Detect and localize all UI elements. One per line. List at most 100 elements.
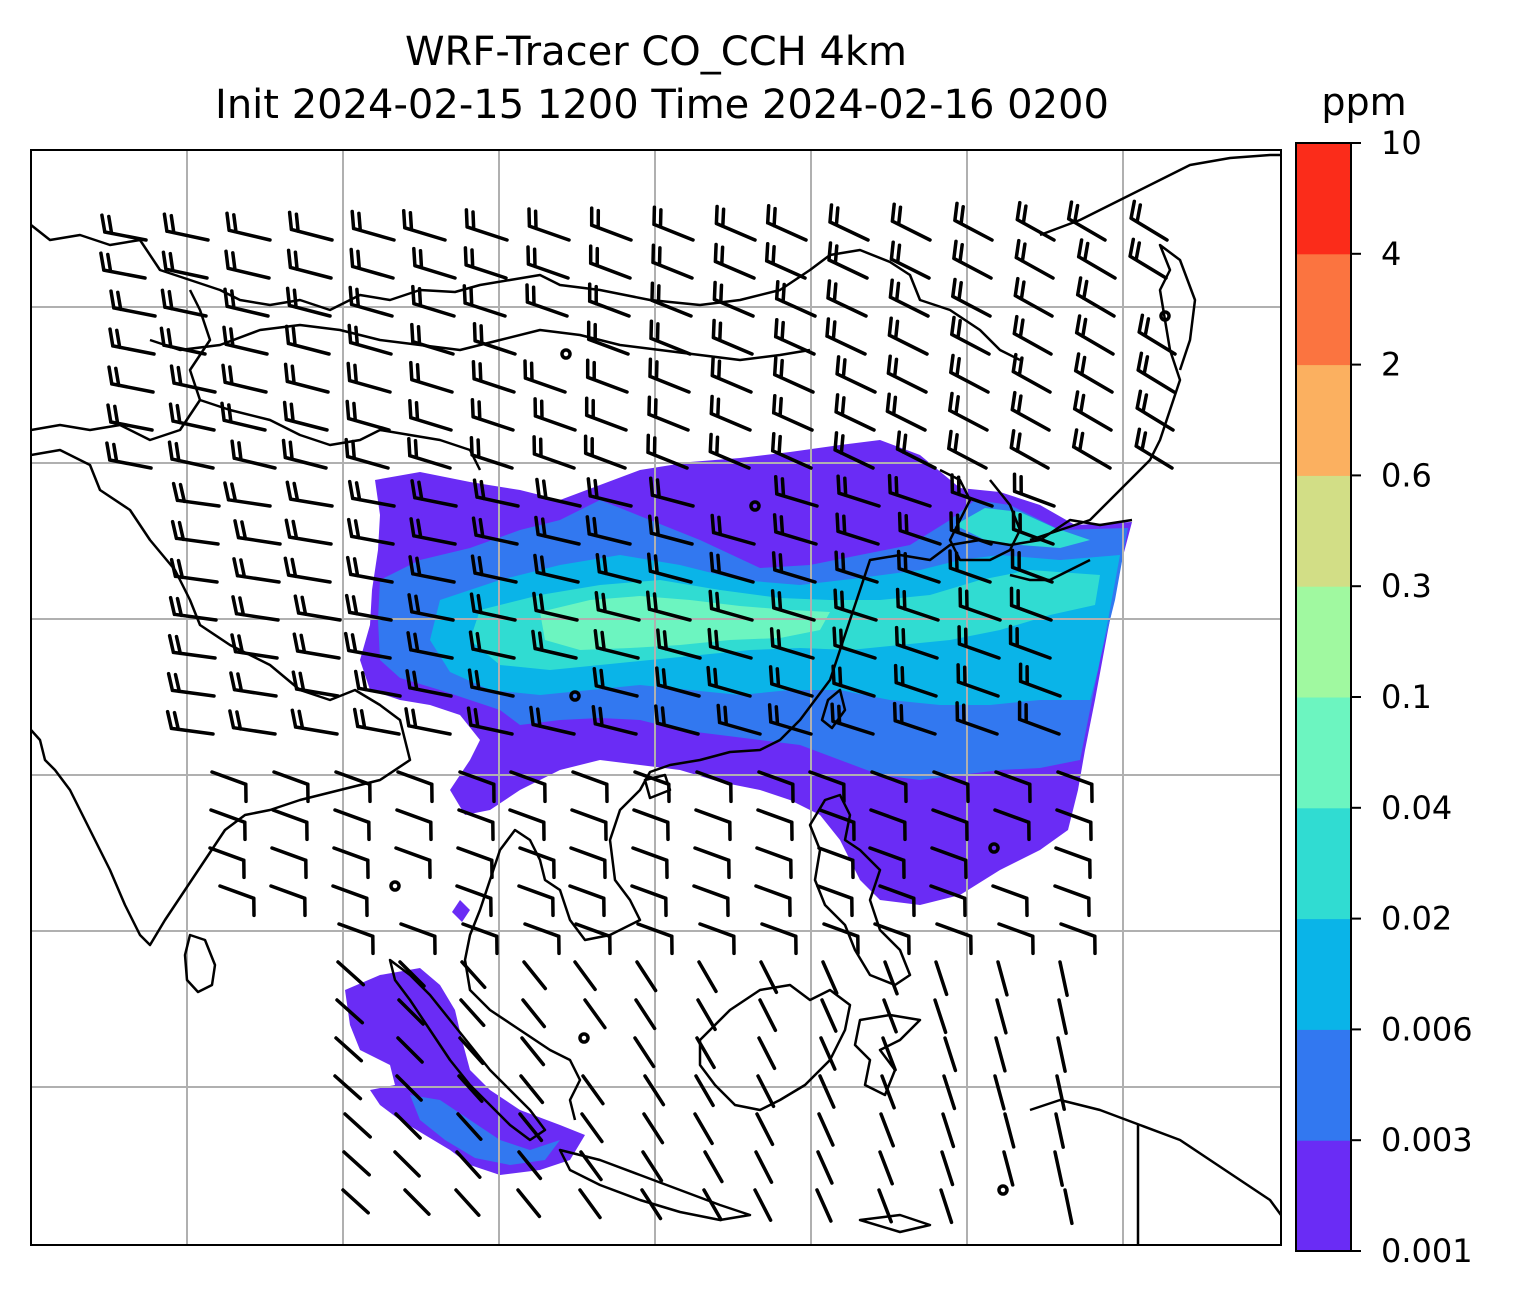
- wind-barb: [930, 846, 968, 880]
- wind-barb: [169, 364, 217, 394]
- wind-barb: [220, 401, 267, 432]
- wind-barb: [652, 205, 695, 242]
- wind-barb: [394, 846, 432, 880]
- wind-barb: [395, 808, 433, 842]
- wind-barb: [398, 960, 426, 988]
- wind-barb: [228, 709, 277, 736]
- plume-layer-0001-blob: [452, 900, 470, 922]
- colorbar-ticks: 0.001 0.003 0.006 0.02 0.04 0.1 0.3 0.6 2 4 10: [1351, 124, 1473, 1270]
- wind-barb: [221, 363, 268, 394]
- wind-barb: [770, 431, 813, 470]
- coastline-philippines: [808, 793, 912, 987]
- wind-barb: [1135, 389, 1175, 432]
- wind-barb: [1009, 429, 1050, 470]
- wind-barb: [1054, 1112, 1065, 1149]
- wind-barb: [711, 318, 754, 356]
- wind-barb: [696, 998, 717, 1032]
- wind-barb: [270, 846, 308, 880]
- wind-barb: [456, 1112, 483, 1141]
- wind-barb: [1011, 510, 1055, 546]
- wind-barb: [532, 435, 576, 470]
- wind-barb: [1056, 1036, 1067, 1073]
- wind-barb: [817, 1112, 835, 1147]
- wind-barb: [161, 250, 209, 280]
- wind-barb: [522, 960, 548, 991]
- wind-barb: [1053, 1150, 1064, 1187]
- wind-barb: [819, 1036, 837, 1071]
- wind-barb: [1008, 624, 1052, 660]
- wind-barb: [942, 1074, 957, 1111]
- wind-barb: [569, 846, 607, 880]
- wind-barb-calm: [578, 1032, 590, 1044]
- wind-barb: [692, 884, 730, 918]
- wind-barb: [162, 212, 210, 242]
- wind-barb: [232, 557, 281, 584]
- wind-barb: [518, 1112, 544, 1143]
- colorbar-tick-label: 0.003: [1381, 1121, 1473, 1159]
- wind-barb: [934, 960, 949, 997]
- wind-barb: [399, 922, 437, 956]
- wind-barb: [757, 770, 795, 804]
- wind-barb: [1055, 808, 1093, 842]
- wind-barb: [892, 701, 937, 736]
- colorbar-swatch: [1296, 807, 1351, 920]
- wind-barb: [586, 477, 633, 508]
- colorbar-swatch: [1296, 697, 1351, 809]
- wind-barb: [461, 922, 499, 956]
- wind-barb: [633, 770, 671, 804]
- wind-barb: [822, 922, 860, 956]
- wind-barb: [755, 1112, 775, 1147]
- wind-barb: [943, 1036, 958, 1073]
- border-himalaya: [31, 224, 1021, 362]
- wind-barb: [630, 884, 668, 918]
- wind-barb: [697, 960, 718, 994]
- wind-barb: [525, 283, 569, 318]
- wind-barb: [650, 281, 693, 318]
- wind-barb: [948, 391, 989, 432]
- wind-barb: [815, 1188, 833, 1223]
- wind-barb: [881, 1036, 897, 1072]
- wind-barb: [993, 1074, 1006, 1111]
- wind-barb: [581, 1074, 605, 1106]
- wind-barb: [231, 595, 280, 622]
- wind-barb: [753, 1188, 773, 1222]
- wind-barb: [409, 360, 454, 394]
- wind-barb: [109, 289, 157, 318]
- wind-barb: [584, 396, 628, 432]
- wind-barb: [350, 209, 396, 242]
- wind-barb: [516, 1188, 542, 1219]
- wind-barb: [574, 922, 612, 956]
- wind-barb-calm: [389, 880, 401, 892]
- wind-barb: [764, 242, 807, 280]
- wind-barb: [100, 213, 148, 242]
- wind-barb: [955, 701, 999, 736]
- colorbar-tick-label: 0.001: [1381, 1232, 1473, 1270]
- wind-barb: [519, 1074, 545, 1105]
- wind-barb: [714, 204, 757, 242]
- wind-barb: [570, 808, 608, 842]
- wind-barb: [995, 998, 1008, 1035]
- wind-barb: [346, 361, 392, 394]
- wind-barb: [870, 770, 908, 804]
- wind-barb: [633, 1036, 656, 1069]
- wind-barb: [1059, 922, 1097, 956]
- wind-barb: [818, 808, 856, 842]
- wind-barb: [773, 475, 819, 508]
- wind-barb: [534, 515, 581, 546]
- wind-barb: [332, 846, 370, 880]
- wind-barb: [159, 326, 207, 356]
- wind-barb: [896, 549, 941, 584]
- wind-barb: [526, 245, 570, 280]
- wind-barb: [283, 362, 330, 394]
- wind-barb: [636, 922, 674, 956]
- wind-barb: [1012, 472, 1056, 508]
- wind-barb: [343, 631, 392, 660]
- wind-barb: [886, 354, 928, 394]
- wind-barb: [533, 397, 577, 432]
- wind-barb: [1009, 586, 1053, 622]
- wind-barb: [405, 669, 453, 698]
- wind-barb: [893, 663, 938, 698]
- wind-barb: [1056, 770, 1094, 804]
- wind-barb: [1063, 1188, 1074, 1226]
- wind-barb: [897, 511, 942, 546]
